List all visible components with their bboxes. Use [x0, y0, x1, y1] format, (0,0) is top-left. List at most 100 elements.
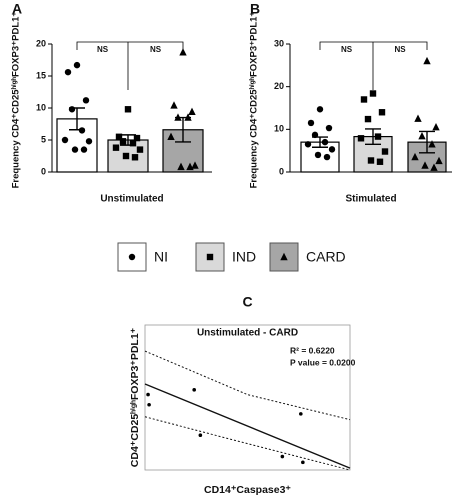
significance-label: NS [150, 45, 162, 54]
error-bar [419, 130, 435, 154]
data-point [191, 161, 199, 169]
legend-marker [280, 252, 288, 261]
x-axis-label: Stimulated [345, 194, 396, 205]
data-point [129, 140, 137, 147]
data-point [360, 96, 368, 103]
significance-label: NS [394, 45, 406, 54]
data-point [314, 151, 322, 159]
data-point [374, 133, 382, 140]
data-point [133, 134, 141, 142]
data-point [418, 131, 426, 140]
legend-label: NI [154, 249, 168, 265]
significance-bracket [319, 41, 428, 90]
data-point [61, 136, 69, 144]
chart-title: Unstimulated - CARD [197, 328, 298, 339]
data-point [378, 109, 386, 116]
data-point [381, 148, 389, 155]
x-axis-label: CD14⁺Caspase3⁺ [204, 484, 291, 496]
data-point [112, 144, 120, 151]
significance-bracket [76, 41, 184, 90]
legend-marker [206, 253, 214, 261]
data-point [170, 101, 178, 109]
data-point [179, 48, 187, 56]
data-point [364, 115, 372, 123]
data-point [435, 156, 443, 165]
y-tick-label: 10 [274, 124, 284, 134]
data-point [131, 154, 139, 161]
data-point [328, 146, 336, 153]
confidence-band [144, 416, 351, 471]
y-tick-label: 15 [36, 70, 46, 80]
data-point [64, 68, 72, 76]
data-point [184, 113, 192, 121]
data-point [411, 152, 419, 161]
data-point [321, 138, 329, 146]
data-point [192, 388, 196, 392]
data-point [85, 138, 93, 145]
significance-label: NS [341, 45, 353, 54]
data-point [304, 141, 312, 148]
legend-label: CARD [306, 249, 346, 265]
panel-label: A [12, 1, 22, 17]
panel-label: C [242, 294, 252, 310]
data-point [428, 140, 436, 148]
data-point [147, 402, 151, 407]
data-point [280, 454, 285, 459]
data-point [421, 161, 429, 169]
y-tick-label: 10 [36, 102, 46, 112]
data-point [198, 433, 203, 438]
data-point [119, 138, 127, 145]
data-point [73, 61, 81, 69]
data-point [323, 153, 331, 161]
data-point [146, 392, 150, 397]
data-point [299, 412, 303, 416]
data-point [82, 97, 90, 104]
data-point [188, 107, 196, 116]
data-point [124, 106, 132, 113]
data-point [423, 56, 431, 65]
data-point [325, 124, 333, 132]
data-point [71, 146, 79, 153]
y-tick-label: 0 [279, 166, 284, 176]
significance-label: NS [97, 45, 109, 54]
data-point [316, 106, 324, 113]
data-point [311, 131, 319, 139]
data-point [115, 133, 123, 140]
data-point [432, 123, 440, 131]
error-bar [365, 128, 381, 145]
annotation: P value = 0.0200 [290, 357, 356, 367]
data-point [174, 113, 182, 121]
x-axis-label: Unstimulated [100, 194, 163, 205]
data-point [177, 162, 185, 171]
y-tick-label: 0 [41, 166, 46, 176]
confidence-band [144, 350, 351, 421]
data-point [122, 152, 130, 160]
y-axis-label: CD4⁺CD25ʰⁱᵍʰFOXP3⁺PDL1⁺ [128, 327, 141, 467]
y-tick-label: 20 [36, 38, 46, 48]
annotation: R² = 0.6220 [290, 345, 335, 355]
panel-label: B [250, 1, 260, 17]
data-point [367, 157, 375, 164]
data-point [68, 106, 76, 113]
legend-marker [128, 253, 136, 261]
data-point [430, 163, 438, 171]
data-point [136, 146, 144, 153]
y-tick-label: 5 [41, 134, 46, 144]
legend-label: IND [232, 249, 256, 265]
y-axis-label: Frequency CD4⁺CD25ʰⁱᵍʰFOXP3⁺PDL1⁺ [248, 12, 260, 189]
data-point [369, 90, 377, 97]
data-point [167, 132, 175, 140]
data-point [80, 146, 88, 153]
y-tick-label: 30 [274, 38, 284, 48]
data-point [301, 460, 305, 465]
data-point [78, 127, 86, 134]
data-point [307, 119, 315, 127]
data-point [414, 114, 422, 122]
y-axis-label: Frequency CD4⁺CD25ʰⁱᵍʰFOXP3⁺PDL1⁺ [10, 12, 22, 189]
plot-frame [144, 324, 351, 471]
y-tick-label: 20 [274, 81, 284, 91]
data-point [357, 135, 365, 142]
regression-line [144, 383, 351, 469]
data-point [376, 158, 384, 165]
